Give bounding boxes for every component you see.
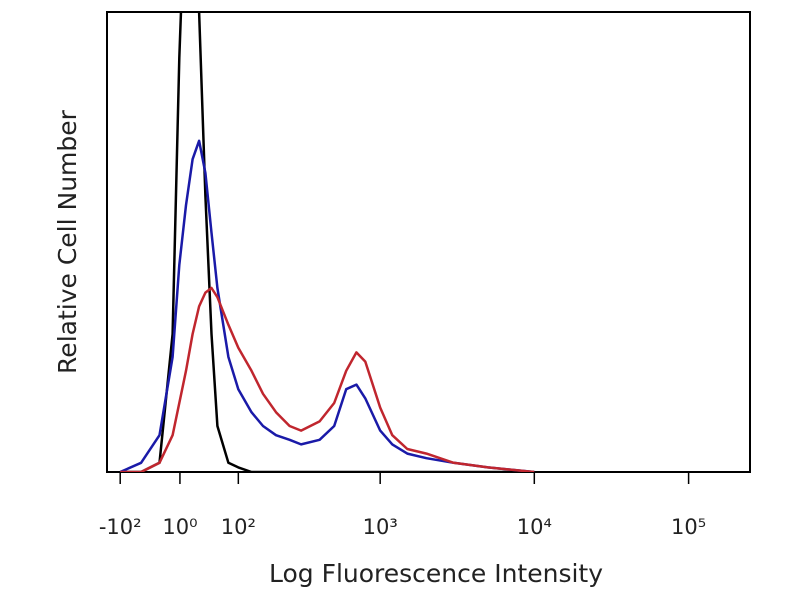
x-tick-label: 10² (221, 515, 256, 539)
x-tick-label: 10⁵ (671, 515, 706, 539)
plot-area (119, 12, 535, 472)
y-axis-label: Relative Cell Number (53, 109, 82, 374)
x-axis-label: Log Fluorescence Intensity (269, 559, 603, 588)
histogram-line (120, 286, 535, 472)
x-tick-label: 10⁴ (517, 515, 552, 539)
x-tick-label: 10³ (363, 515, 398, 539)
histogram-line (119, 139, 535, 472)
x-tick-label: 10⁰ (162, 515, 197, 539)
x-tick-label: -10² (99, 515, 142, 539)
plot-frame (106, 11, 751, 473)
